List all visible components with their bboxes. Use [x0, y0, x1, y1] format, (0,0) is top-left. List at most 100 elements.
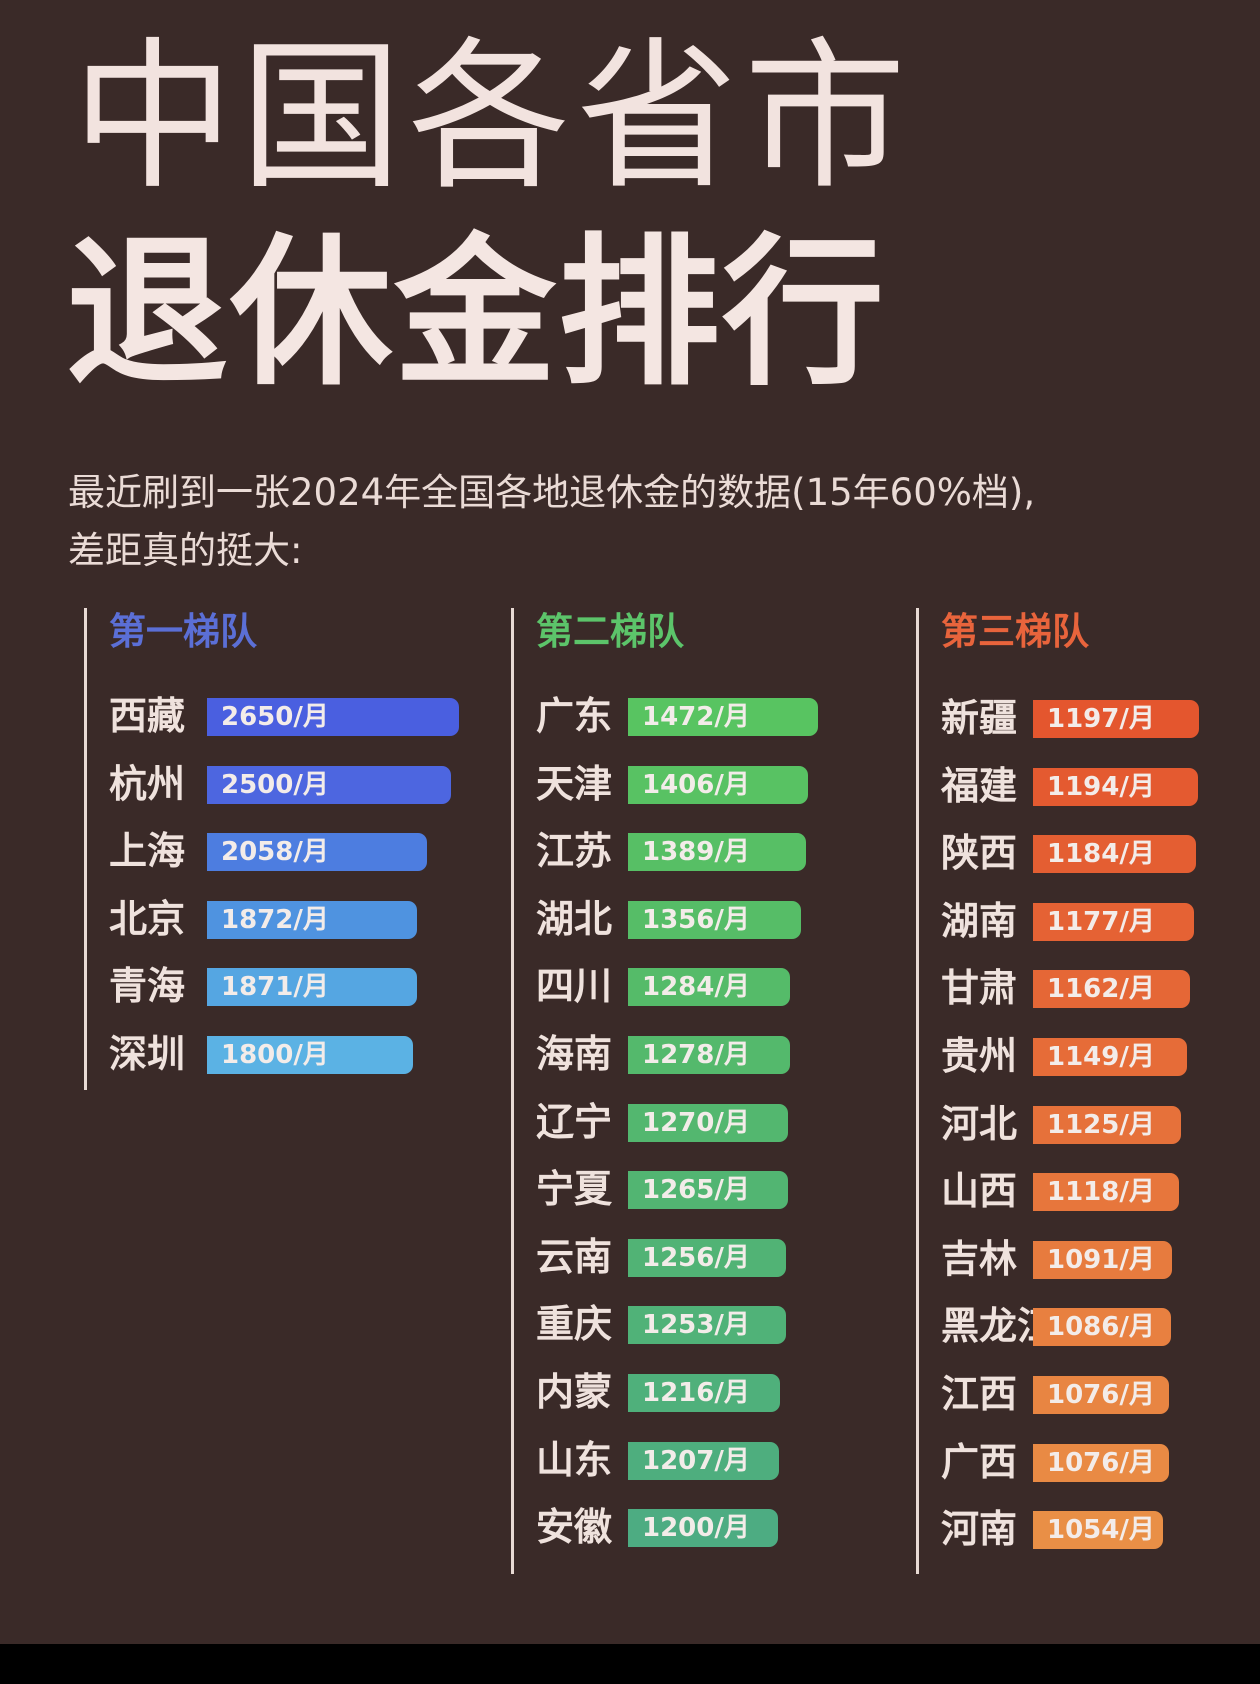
- bar: 1872/月: [207, 900, 417, 939]
- bar: 1149/月: [1033, 1038, 1187, 1076]
- bar: 1356/月: [628, 900, 801, 939]
- region-label: 江西: [941, 1372, 1018, 1416]
- bar-value-label: 1256/月: [642, 1242, 750, 1273]
- bar-value-label: 1207/月: [642, 1445, 750, 1476]
- bar-value-label: 1200/月: [642, 1513, 750, 1544]
- bar-row: 深圳 1800/月: [87, 1024, 467, 1084]
- bar-value-label: 1076/月: [1047, 1380, 1155, 1410]
- bar-row: 江西 1076/月: [919, 1364, 1239, 1424]
- bar-value-label: 1871/月: [221, 972, 329, 1002]
- bar: 1389/月: [628, 833, 806, 872]
- bar-row: 广东 1472/月: [514, 686, 894, 746]
- tier-3-rows: 新疆 1197/月 福建 1194/月 陕西 1184/月 湖南 1177/月 甘肃 1162/月…: [919, 608, 1239, 1574]
- bar: 1184/月: [1033, 835, 1196, 874]
- bar: 1054/月: [1033, 1511, 1163, 1550]
- bar-row: 湖南 1177/月: [919, 891, 1239, 951]
- bar-row: 四川 1284/月: [514, 956, 894, 1016]
- bar-value-label: 1125/月: [1047, 1109, 1155, 1140]
- region-label: 海南: [536, 1032, 613, 1076]
- bar: 1177/月: [1033, 902, 1194, 941]
- bar-value-label: 1270/月: [642, 1107, 750, 1138]
- bar-row: 上海 2058/月: [87, 821, 467, 881]
- bar-value-label: 1389/月: [642, 837, 750, 868]
- bar: 1118/月: [1033, 1173, 1180, 1212]
- region-label: 福建: [941, 763, 1018, 808]
- title-line2: 退休金排行: [66, 220, 886, 408]
- region-label: 山西: [941, 1169, 1018, 1214]
- bar: 1207/月: [628, 1441, 779, 1480]
- region-label: 江苏: [536, 829, 613, 874]
- bar-row: 新疆 1197/月: [919, 688, 1239, 748]
- bar-row: 福建 1194/月: [919, 756, 1239, 816]
- region-label: 贵州: [941, 1034, 1018, 1078]
- region-label: 深圳: [109, 1031, 186, 1076]
- region-label: 青海: [109, 964, 186, 1008]
- tier-3-panel: 第三梯队 新疆 1197/月 福建 1194/月 陕西 1184/月 湖南 1177/月 甘肃 1…: [916, 608, 1239, 1574]
- bar-row: 贵州 1149/月: [919, 1026, 1239, 1086]
- bar-value-label: 1472/月: [642, 702, 750, 732]
- bar: 2058/月: [207, 833, 427, 871]
- bar-value-label: 1278/月: [642, 1040, 750, 1070]
- bar-value-label: 1076/月: [1047, 1447, 1155, 1478]
- region-label: 安徽: [536, 1505, 613, 1550]
- tier-1-rows: 西藏 2650/月 杭州 2500/月上海 2058/月北京 1872/月青海 1871/月…: [87, 608, 467, 1090]
- region-label: 甘肃: [941, 966, 1018, 1011]
- region-label: 湖北: [536, 896, 613, 941]
- bar-value-label: 1054/月: [1047, 1515, 1155, 1546]
- title-line1: 中国各省市: [72, 24, 912, 212]
- bar-row: 青海 1871/月: [87, 956, 467, 1016]
- bar-value-label: 1406/月: [642, 769, 750, 800]
- bar-row: 河北 1125/月: [919, 1094, 1239, 1154]
- bar: 1076/月: [1033, 1376, 1169, 1414]
- bar: 1194/月: [1033, 767, 1199, 806]
- bar-value-label: 1184/月: [1047, 839, 1155, 870]
- bar-row: 北京 1872/月: [87, 889, 467, 949]
- bar-row: 吉林 1091/月: [919, 1229, 1239, 1289]
- bar-row: 云南 1256/月: [514, 1227, 894, 1287]
- bar-row: 安徽 1200/月: [514, 1497, 894, 1557]
- bar-row: 海南 1278/月: [514, 1024, 894, 1084]
- bar-row: 广西 1076/月: [919, 1432, 1239, 1492]
- bar-row: 甘肃 1162/月: [919, 958, 1239, 1018]
- bar: 1086/月: [1033, 1308, 1172, 1347]
- region-label: 辽宁: [536, 1099, 613, 1144]
- bar-row: 天津 1406/月: [514, 754, 894, 814]
- bar: 1091/月: [1033, 1240, 1173, 1279]
- bar: 1197/月: [1033, 700, 1199, 738]
- bottom-band: [0, 1644, 1260, 1684]
- region-label: 内蒙: [536, 1370, 613, 1414]
- region-label: 天津: [536, 761, 613, 806]
- region-label: 杭州: [109, 761, 186, 806]
- bar-value-label: 1197/月: [1047, 704, 1155, 734]
- bar: 1200/月: [628, 1509, 778, 1548]
- tier-2-panel: 第二梯队 广东 1472/月 天津 1406/月 江苏 1389/月 湖北 1356/月 四川 1…: [511, 608, 894, 1574]
- tier-1-heading: 第一梯队: [109, 610, 257, 653]
- region-label: 西藏: [109, 694, 186, 738]
- region-label: 广西: [941, 1439, 1018, 1484]
- infographic: 中国各省市 退休金排行 最近刷到一张2024年全国各地退休金的数据(15年60%…: [0, 0, 1260, 1644]
- bar-value-label: 1177/月: [1047, 906, 1155, 937]
- bar-row: 内蒙 1216/月: [514, 1362, 894, 1422]
- region-label: 新疆: [941, 696, 1018, 740]
- bar: 1162/月: [1033, 970, 1191, 1009]
- bar-row: 西藏 2650/月: [87, 686, 467, 746]
- bar: 1265/月: [628, 1171, 788, 1210]
- subtitle: 最近刷到一张2024年全国各地退休金的数据(15年60%档), 差距真的挺大:: [68, 464, 1208, 580]
- bar-value-label: 1091/月: [1047, 1244, 1155, 1275]
- region-label: 四川: [536, 964, 613, 1009]
- subtitle-line1: 最近刷到一张2024年全国各地退休金的数据(15年60%档),: [68, 471, 1036, 514]
- region-label: 河北: [941, 1101, 1018, 1146]
- bar: 2650/月: [207, 698, 459, 736]
- bar: 1800/月: [207, 1035, 413, 1074]
- bar-row: 黑龙江 1086/月: [919, 1296, 1239, 1356]
- bar: 1076/月: [1033, 1443, 1169, 1482]
- bar-value-label: 2500/月: [221, 769, 329, 800]
- bar: 1270/月: [628, 1103, 789, 1142]
- region-label: 北京: [109, 896, 186, 941]
- bar-row: 江苏 1389/月: [514, 821, 894, 881]
- bar-row: 山东 1207/月: [514, 1430, 894, 1490]
- bar-value-label: 1118/月: [1047, 1177, 1155, 1208]
- bar-row: 辽宁 1270/月: [514, 1092, 894, 1152]
- region-label: 宁夏: [536, 1167, 613, 1212]
- bar-value-label: 1872/月: [221, 904, 329, 935]
